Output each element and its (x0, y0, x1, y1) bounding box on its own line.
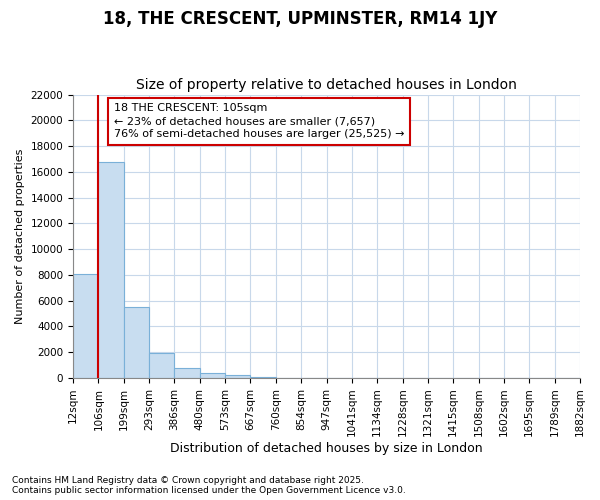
Text: Contains HM Land Registry data © Crown copyright and database right 2025.
Contai: Contains HM Land Registry data © Crown c… (12, 476, 406, 495)
X-axis label: Distribution of detached houses by size in London: Distribution of detached houses by size … (170, 442, 483, 455)
Text: 18 THE CRESCENT: 105sqm
← 23% of detached houses are smaller (7,657)
76% of semi: 18 THE CRESCENT: 105sqm ← 23% of detache… (113, 103, 404, 140)
Bar (124, 307, 149, 378)
Y-axis label: Number of detached properties: Number of detached properties (15, 148, 25, 324)
Bar (98, 162, 124, 378)
Bar (175, 368, 200, 378)
Bar (200, 373, 225, 378)
Text: 18, THE CRESCENT, UPMINSTER, RM14 1JY: 18, THE CRESCENT, UPMINSTER, RM14 1JY (103, 10, 497, 28)
Bar (250, 376, 276, 378)
Bar (73, 274, 98, 378)
Title: Size of property relative to detached houses in London: Size of property relative to detached ho… (136, 78, 517, 92)
Bar (149, 354, 175, 378)
Bar (225, 376, 250, 378)
